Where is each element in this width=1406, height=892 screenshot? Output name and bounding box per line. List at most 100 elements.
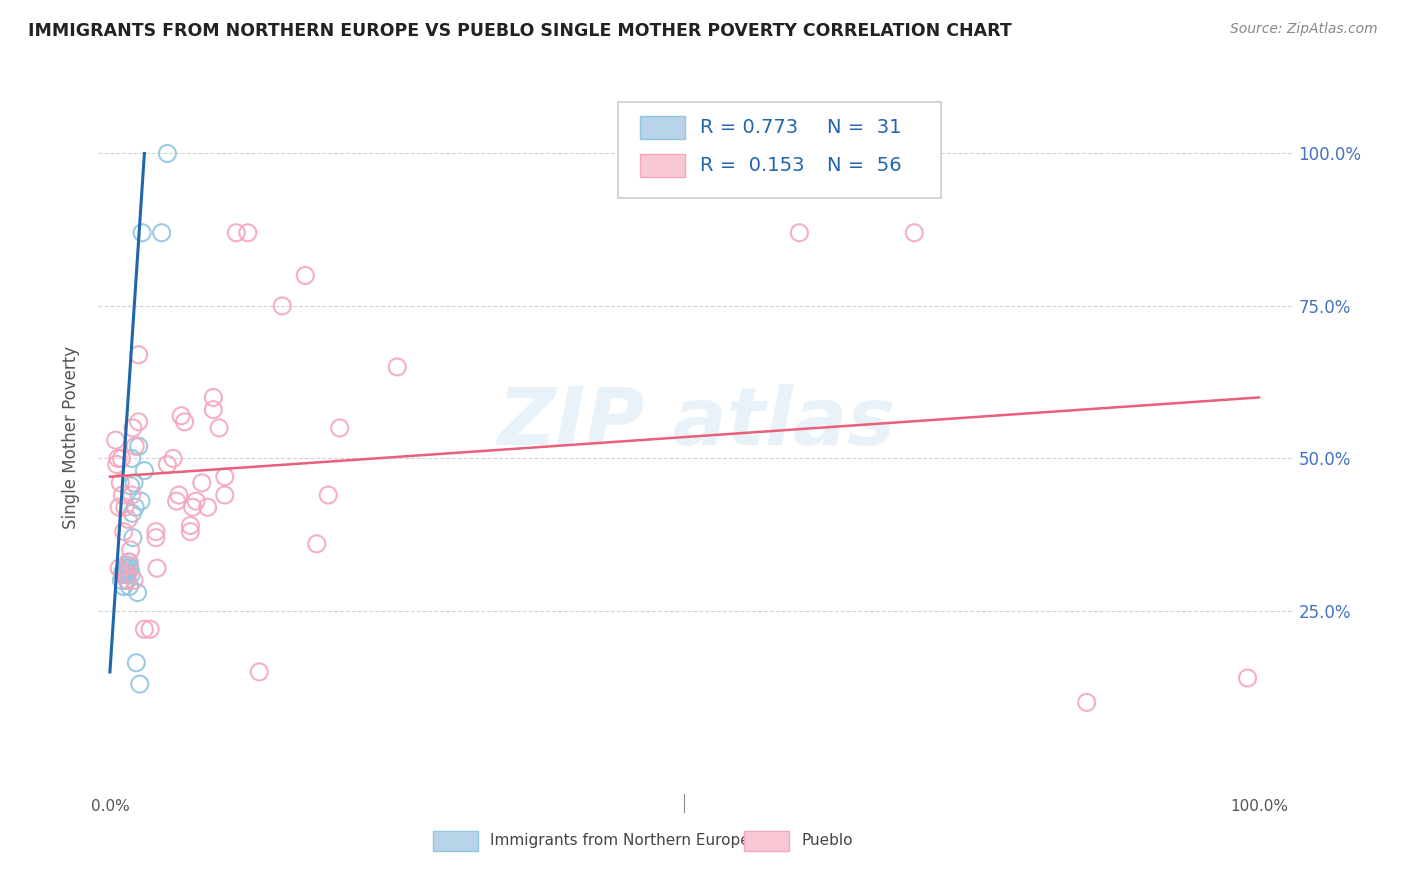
Point: [236, 226, 259, 240]
Point: [118, 580, 141, 594]
Point: [1076, 695, 1098, 709]
Text: IMMIGRANTS FROM NORTHERN EUROPE VS PUEBLO SINGLE MOTHER POVERTY CORRELATION CHAR: IMMIGRANTS FROM NORTHERN EUROPE VS PUEBL…: [28, 22, 1012, 40]
Point: [184, 494, 207, 508]
Point: [145, 524, 167, 539]
Point: [316, 488, 339, 502]
Text: R = 0.773: R = 0.773: [700, 118, 797, 136]
Point: [120, 567, 142, 582]
Point: [170, 409, 193, 423]
Point: [115, 574, 138, 588]
Point: [111, 488, 134, 502]
Point: [134, 464, 156, 478]
Point: [120, 479, 142, 493]
Point: [385, 359, 409, 374]
Point: [110, 574, 132, 588]
Point: [167, 488, 190, 502]
Text: N =  56: N = 56: [827, 156, 903, 175]
Point: [111, 567, 134, 582]
Point: [247, 665, 270, 679]
Point: [197, 500, 219, 515]
Point: [131, 226, 153, 240]
Point: [128, 439, 150, 453]
Point: [202, 402, 225, 417]
Point: [107, 451, 129, 466]
Bar: [744, 831, 789, 851]
Bar: [640, 116, 685, 139]
Point: [122, 475, 145, 490]
Point: [112, 567, 135, 582]
Point: [118, 561, 141, 575]
Point: [191, 475, 214, 490]
Point: [112, 524, 135, 539]
Text: ZIP atlas: ZIP atlas: [496, 384, 896, 462]
FancyBboxPatch shape: [619, 102, 941, 198]
Point: [214, 488, 236, 502]
Point: [122, 421, 145, 435]
Point: [110, 475, 132, 490]
Point: [104, 433, 127, 447]
Point: [114, 561, 136, 575]
Text: N =  31: N = 31: [827, 118, 901, 136]
Point: [108, 561, 131, 575]
Point: [128, 415, 150, 429]
Point: [271, 299, 294, 313]
Point: [146, 561, 169, 575]
Point: [179, 524, 201, 539]
Point: [117, 512, 139, 526]
Point: [181, 500, 204, 515]
Point: [129, 494, 152, 508]
Point: [121, 488, 143, 502]
Text: Pueblo: Pueblo: [801, 833, 852, 847]
Point: [115, 567, 138, 582]
Y-axis label: Single Mother Poverty: Single Mother Poverty: [62, 345, 80, 529]
Point: [117, 558, 139, 573]
Bar: [433, 831, 478, 851]
Point: [166, 494, 188, 508]
Point: [329, 421, 352, 435]
Point: [124, 439, 146, 453]
Point: [139, 622, 162, 636]
Point: [202, 391, 225, 405]
Point: [225, 226, 247, 240]
Point: [124, 500, 146, 515]
Point: [1236, 671, 1258, 685]
Point: [125, 656, 148, 670]
Point: [117, 555, 139, 569]
Point: [115, 561, 138, 575]
Point: [118, 564, 141, 578]
Point: [121, 506, 143, 520]
Point: [127, 585, 149, 599]
Text: Immigrants from Northern Europe: Immigrants from Northern Europe: [491, 833, 751, 847]
Point: [121, 451, 143, 466]
Text: R =  0.153: R = 0.153: [700, 156, 804, 175]
Point: [114, 500, 136, 515]
Point: [128, 677, 150, 691]
Point: [118, 555, 141, 569]
Point: [112, 580, 135, 594]
Bar: [640, 153, 685, 177]
Point: [294, 268, 316, 283]
Point: [173, 415, 195, 429]
Point: [110, 451, 132, 466]
Text: Source: ZipAtlas.com: Source: ZipAtlas.com: [1230, 22, 1378, 37]
Point: [150, 226, 173, 240]
Point: [789, 226, 811, 240]
Point: [122, 531, 145, 545]
Point: [162, 451, 184, 466]
Point: [115, 574, 138, 588]
Point: [105, 458, 128, 472]
Point: [179, 518, 201, 533]
Point: [145, 531, 167, 545]
Point: [156, 146, 179, 161]
Point: [156, 458, 179, 472]
Point: [115, 567, 138, 582]
Point: [108, 500, 131, 515]
Point: [134, 622, 156, 636]
Point: [112, 564, 135, 578]
Point: [114, 564, 136, 578]
Point: [122, 574, 145, 588]
Point: [214, 469, 236, 483]
Point: [128, 348, 150, 362]
Point: [120, 542, 142, 557]
Point: [903, 226, 925, 240]
